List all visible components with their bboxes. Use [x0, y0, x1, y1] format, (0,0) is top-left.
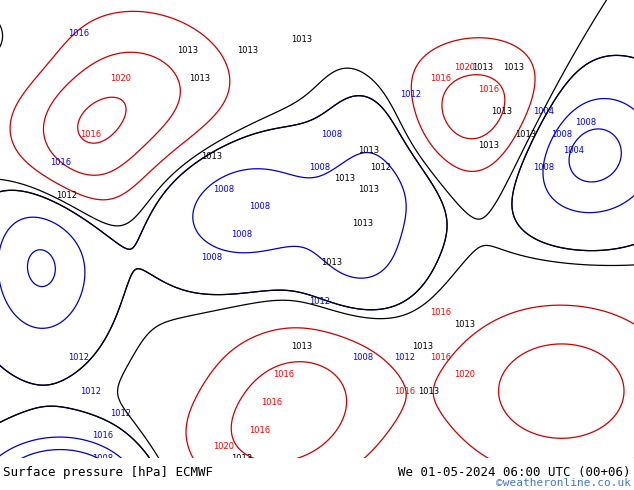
- Text: 1016: 1016: [430, 74, 451, 83]
- Text: 1016: 1016: [273, 370, 294, 379]
- Text: 1012: 1012: [110, 409, 131, 418]
- Text: 1016: 1016: [479, 85, 500, 94]
- Text: 1004: 1004: [533, 107, 554, 116]
- Text: 1012: 1012: [309, 297, 330, 306]
- Text: 1013: 1013: [412, 342, 433, 351]
- Text: 1013: 1013: [503, 63, 524, 72]
- Text: 1013: 1013: [201, 152, 222, 161]
- Text: 1013: 1013: [455, 319, 476, 329]
- Text: 1016: 1016: [394, 387, 415, 395]
- Text: 1016: 1016: [50, 157, 71, 167]
- Text: 1008: 1008: [309, 163, 330, 172]
- Text: 1013: 1013: [177, 46, 198, 55]
- Text: 1013: 1013: [358, 147, 379, 155]
- Text: We 01-05-2024 06:00 UTC (00+06): We 01-05-2024 06:00 UTC (00+06): [398, 466, 631, 479]
- Text: 1013: 1013: [515, 129, 536, 139]
- Text: 1012: 1012: [68, 353, 89, 362]
- Text: 1012: 1012: [394, 353, 415, 362]
- Text: 1012: 1012: [400, 91, 421, 99]
- Text: 1016: 1016: [430, 353, 451, 362]
- Text: 1013: 1013: [292, 342, 313, 351]
- Text: 1012: 1012: [80, 387, 101, 395]
- Text: 1013: 1013: [231, 454, 252, 463]
- Text: 1008: 1008: [92, 454, 113, 463]
- Text: 1016: 1016: [92, 431, 113, 441]
- Text: 1008: 1008: [231, 230, 252, 239]
- Text: 1016: 1016: [261, 398, 282, 407]
- Text: 1008: 1008: [249, 202, 270, 211]
- Text: 1013: 1013: [418, 387, 439, 395]
- Text: 1013: 1013: [189, 74, 210, 83]
- Text: 1013: 1013: [292, 35, 313, 44]
- Text: 1020: 1020: [455, 63, 476, 72]
- Text: 1012: 1012: [56, 191, 77, 200]
- Text: 1016: 1016: [249, 426, 270, 435]
- Text: 1013: 1013: [491, 107, 512, 116]
- Text: 1008: 1008: [551, 129, 572, 139]
- Text: 1008: 1008: [201, 252, 222, 262]
- Text: 1004: 1004: [563, 147, 584, 155]
- Text: 1013: 1013: [352, 219, 373, 228]
- Text: 1020: 1020: [213, 442, 234, 451]
- Text: 1008: 1008: [533, 163, 554, 172]
- Text: 1016: 1016: [68, 29, 89, 38]
- Text: 1020: 1020: [455, 370, 476, 379]
- Text: 1013: 1013: [237, 46, 258, 55]
- Text: 1016: 1016: [80, 129, 101, 139]
- Text: 1008: 1008: [575, 119, 596, 127]
- Text: Surface pressure [hPa] ECMWF: Surface pressure [hPa] ECMWF: [3, 466, 213, 479]
- Text: 1013: 1013: [333, 174, 355, 183]
- Text: 1008: 1008: [213, 185, 234, 195]
- Text: 1020: 1020: [110, 74, 131, 83]
- Text: 1013: 1013: [321, 258, 342, 267]
- Text: 1016: 1016: [430, 308, 451, 318]
- Text: 1013: 1013: [479, 141, 500, 150]
- Text: 1008: 1008: [321, 129, 342, 139]
- Text: ©weatheronline.co.uk: ©weatheronline.co.uk: [496, 478, 631, 489]
- Text: 1012: 1012: [370, 163, 391, 172]
- Text: 1013: 1013: [358, 185, 379, 195]
- Text: 1013: 1013: [472, 63, 494, 72]
- Text: 1008: 1008: [352, 353, 373, 362]
